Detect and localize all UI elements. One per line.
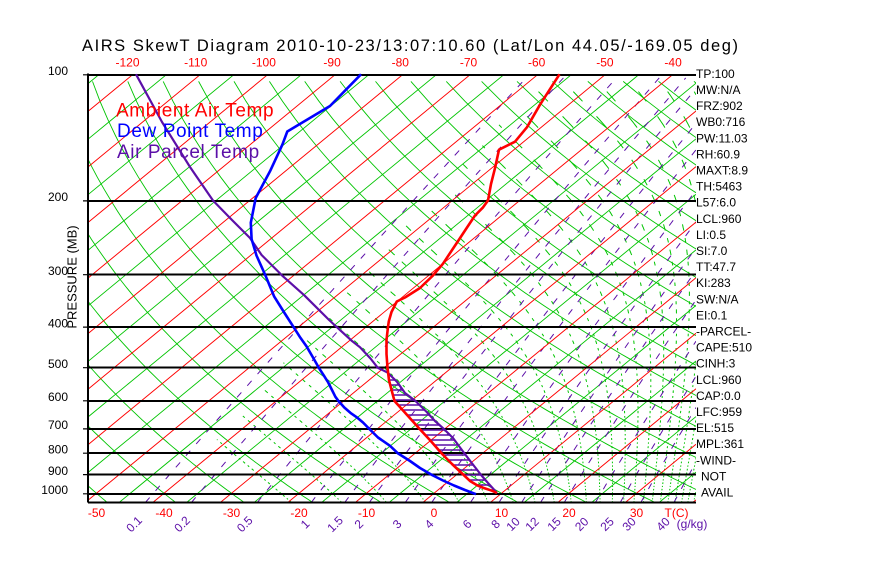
svg-text:-120: -120	[115, 56, 139, 70]
svg-text:800: 800	[48, 443, 68, 457]
svg-text:CAPE:510: CAPE:510	[696, 341, 752, 355]
svg-text:CAP:0.0: CAP:0.0	[696, 389, 741, 403]
svg-text:MPL:361: MPL:361	[696, 437, 744, 451]
svg-text:LFC:959: LFC:959	[696, 405, 742, 419]
svg-text:400: 400	[48, 316, 68, 330]
svg-text:20: 20	[562, 506, 576, 520]
svg-text:PRESSURE (MB): PRESSURE (MB)	[65, 225, 80, 328]
svg-text:KI:283: KI:283	[696, 276, 731, 290]
svg-text:100: 100	[48, 64, 68, 78]
svg-text:900: 900	[48, 464, 68, 478]
svg-text:-70: -70	[460, 56, 478, 70]
svg-text:-WIND-: -WIND-	[696, 453, 736, 467]
svg-text:300: 300	[48, 264, 68, 278]
svg-text:TT:47.7: TT:47.7	[696, 260, 736, 274]
svg-text:-40: -40	[155, 506, 173, 520]
svg-text:TH:5463: TH:5463	[696, 180, 742, 194]
svg-text:LCL:960: LCL:960	[696, 373, 742, 387]
svg-text:-40: -40	[664, 56, 682, 70]
svg-text:-20: -20	[290, 506, 308, 520]
svg-text:-60: -60	[528, 56, 546, 70]
svg-text:EI:0.1: EI:0.1	[696, 308, 728, 322]
svg-text:0: 0	[431, 506, 438, 520]
svg-text:-50: -50	[596, 56, 614, 70]
svg-text:AIRS SkewT Diagram 2010-10-23/: AIRS SkewT Diagram 2010-10-23/13:07:10.6…	[82, 37, 738, 55]
svg-text:T(C): T(C)	[665, 506, 689, 520]
svg-text:Air Parcel Temp: Air Parcel Temp	[117, 142, 260, 163]
svg-text:1000: 1000	[41, 483, 68, 497]
svg-text:RH:60.9: RH:60.9	[696, 147, 740, 161]
svg-text:700: 700	[48, 418, 68, 432]
svg-text:-PARCEL-: -PARCEL-	[696, 325, 751, 339]
svg-text:Ambient Air Temp: Ambient Air Temp	[116, 101, 274, 122]
svg-text:-80: -80	[392, 56, 410, 70]
svg-text:-90: -90	[323, 56, 341, 70]
svg-text:LCL:960: LCL:960	[696, 212, 742, 226]
svg-text:(g/kg): (g/kg)	[677, 517, 708, 531]
svg-text:-30: -30	[223, 506, 241, 520]
svg-text:AVAIL: AVAIL	[701, 486, 734, 500]
svg-text:-100: -100	[252, 56, 276, 70]
svg-text:PW:11.03: PW:11.03	[696, 131, 748, 145]
svg-text:-110: -110	[184, 56, 207, 70]
svg-text:CINH:3: CINH:3	[696, 357, 736, 371]
svg-text:30: 30	[630, 506, 644, 520]
svg-text:LI:0.5: LI:0.5	[696, 228, 726, 242]
svg-text:Dew Point Temp: Dew Point Temp	[117, 121, 263, 142]
svg-text:MAXT:8.9: MAXT:8.9	[696, 164, 748, 178]
svg-text:NOT: NOT	[701, 469, 727, 483]
svg-text:SI:7.0: SI:7.0	[696, 244, 728, 258]
svg-text:L57:6.0: L57:6.0	[696, 196, 736, 210]
svg-text:200: 200	[48, 190, 68, 204]
svg-text:-50: -50	[88, 506, 106, 520]
svg-text:TP:100: TP:100	[696, 67, 735, 81]
svg-text:FRZ:902: FRZ:902	[696, 99, 743, 113]
svg-text:MW:N/A: MW:N/A	[696, 83, 740, 97]
svg-text:600: 600	[48, 390, 68, 404]
svg-text:-10: -10	[358, 506, 376, 520]
svg-text:SW:N/A: SW:N/A	[696, 292, 738, 306]
svg-text:WB0:716: WB0:716	[696, 115, 746, 129]
svg-text:EL:515: EL:515	[696, 421, 734, 435]
svg-text:10: 10	[495, 506, 509, 520]
svg-text:500: 500	[48, 357, 68, 371]
